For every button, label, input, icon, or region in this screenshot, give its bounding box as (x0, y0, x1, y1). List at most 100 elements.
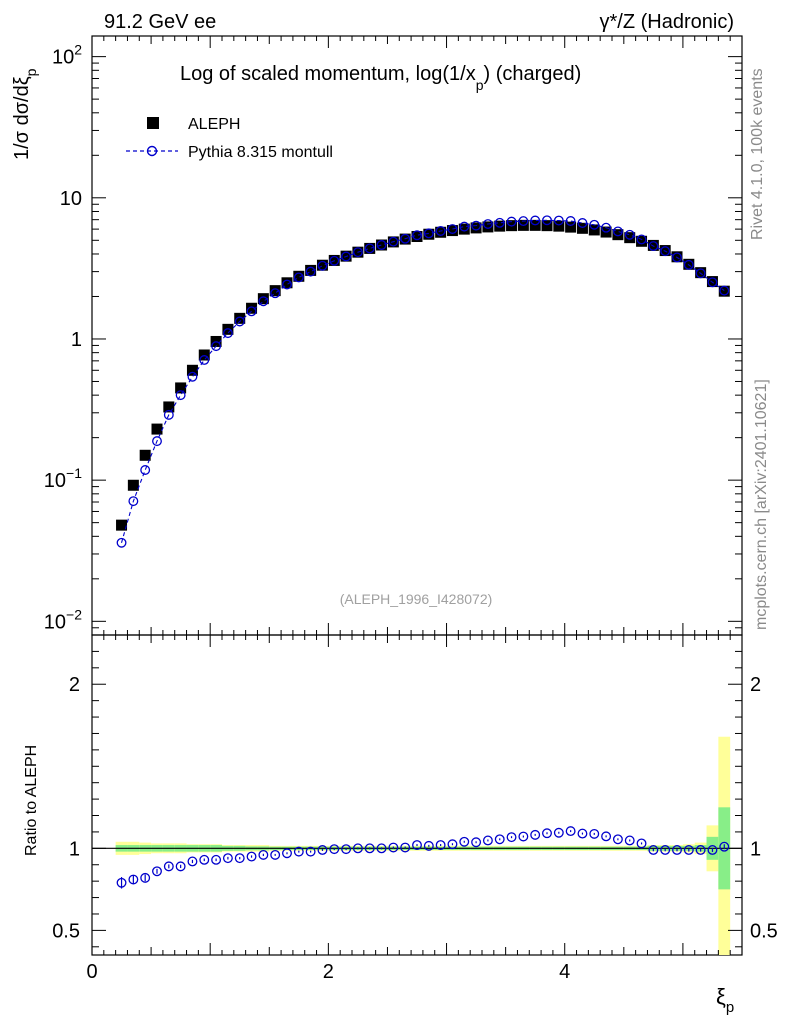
aleph-point (553, 220, 565, 232)
x-tick-label: 2 (323, 961, 334, 983)
aleph-point (376, 239, 388, 251)
ratio-y-axis-label: Ratio to ALEPH (23, 745, 40, 856)
pythia-point (258, 296, 269, 307)
ratio-point (128, 874, 139, 885)
aleph-point (246, 302, 258, 314)
aleph-point (269, 285, 281, 297)
pythia-point (376, 240, 387, 250)
ratio-point (400, 842, 411, 853)
aleph-point (435, 226, 447, 238)
ratio-point (175, 861, 186, 872)
y-tick-label-base: 1 (71, 329, 82, 351)
ratio-point (518, 831, 529, 842)
ratio-point (199, 854, 210, 865)
aleph-point (695, 267, 707, 279)
y-tick-label: 10−2 (44, 606, 82, 633)
pythia-point (140, 465, 151, 475)
ratio-point (211, 854, 222, 865)
ratio-point (163, 861, 174, 872)
ratio-point (506, 832, 517, 843)
ratio-point (270, 849, 281, 860)
ratio-point (459, 836, 470, 847)
pythia-point (317, 260, 328, 271)
pythia-point (293, 272, 304, 283)
chart-title: Log of scaled momentum, log(1/xp) (charg… (180, 63, 581, 93)
pythia-point (435, 226, 446, 236)
aleph-point (588, 224, 600, 236)
ratio-point (530, 829, 541, 840)
pythia-point (222, 328, 233, 339)
legend-label-pythia: Pythia 8.315 montull (188, 144, 333, 161)
ratio-y-tick-label-right: 2 (750, 674, 761, 696)
chart-title-main: Log of scaled momentum, log(1/x (180, 63, 476, 85)
pythia-point (341, 251, 352, 262)
pythia-point (128, 496, 139, 507)
ratio-point (258, 849, 269, 860)
pythia-point (423, 228, 434, 239)
pythia-point (459, 221, 470, 232)
chart-title-sub: p (476, 77, 484, 93)
pythia-point (187, 371, 198, 382)
y-tick-label: 1 (71, 329, 82, 351)
x-axis-label-sub: p (726, 999, 734, 1016)
aleph-point (411, 230, 423, 242)
ratio-point (187, 856, 198, 867)
y-axis-label-sub: p (23, 68, 39, 76)
ratio-point (624, 835, 635, 846)
ratio-point (648, 845, 659, 855)
aleph-point (163, 401, 175, 413)
aleph-point (718, 285, 730, 297)
aleph-point (139, 449, 151, 461)
ratio-point (412, 840, 422, 851)
pythia-point (565, 216, 576, 226)
aleph-point (116, 519, 128, 531)
aleph-point (482, 221, 494, 233)
ratio-point (282, 848, 292, 859)
pythia-point (636, 234, 647, 245)
header-right: γ*/Z (Hadronic) (600, 11, 734, 33)
aleph-point (305, 264, 317, 276)
y-tick-label: 10−1 (44, 465, 82, 492)
ratio-point (565, 826, 576, 837)
pythia-point (695, 268, 706, 279)
pythia-point (601, 222, 612, 233)
legend: ALEPH Pythia 8.315 montull (126, 116, 333, 161)
pythia-point (577, 218, 588, 228)
ratio-y-tick-label-left: 2 (69, 674, 80, 696)
ratio-point (116, 877, 127, 888)
y-tick-label-base: 10 (44, 470, 66, 492)
x-axis-label: ξp (716, 984, 734, 1016)
aleph-point (576, 222, 588, 234)
pythia-line (120, 219, 725, 543)
y-tick-label: 10 (60, 188, 82, 210)
ratio-point (695, 845, 706, 855)
y-tick-label-exp: −2 (66, 606, 82, 622)
pythia-point (530, 215, 541, 226)
ratio-point (482, 835, 493, 846)
pythia-point (234, 316, 245, 327)
ratio-point (341, 844, 352, 855)
x-tick-label: 0 (86, 961, 97, 983)
ratio-point (660, 845, 671, 855)
aleph-point (127, 479, 139, 491)
legend-marker-pythia (146, 145, 158, 157)
aleph-point (281, 277, 293, 289)
pythia-point (364, 243, 375, 254)
ratio-point (317, 845, 328, 855)
ratio-point (589, 828, 600, 839)
ratio-point (577, 828, 588, 839)
ratio-point (719, 841, 730, 852)
pythia-point (494, 217, 505, 228)
ratio-point (601, 831, 612, 842)
pythia-point (506, 216, 517, 227)
x-tick-label: 4 (559, 961, 570, 983)
ratio-point (140, 872, 151, 883)
aleph-point (186, 364, 198, 376)
pythia-point (589, 219, 600, 230)
pythia-point (246, 306, 257, 317)
axis-ticks (91, 36, 742, 955)
ratio-point (471, 837, 482, 848)
y-tick-label-exp: −1 (66, 465, 82, 481)
pythia-point (471, 220, 482, 231)
